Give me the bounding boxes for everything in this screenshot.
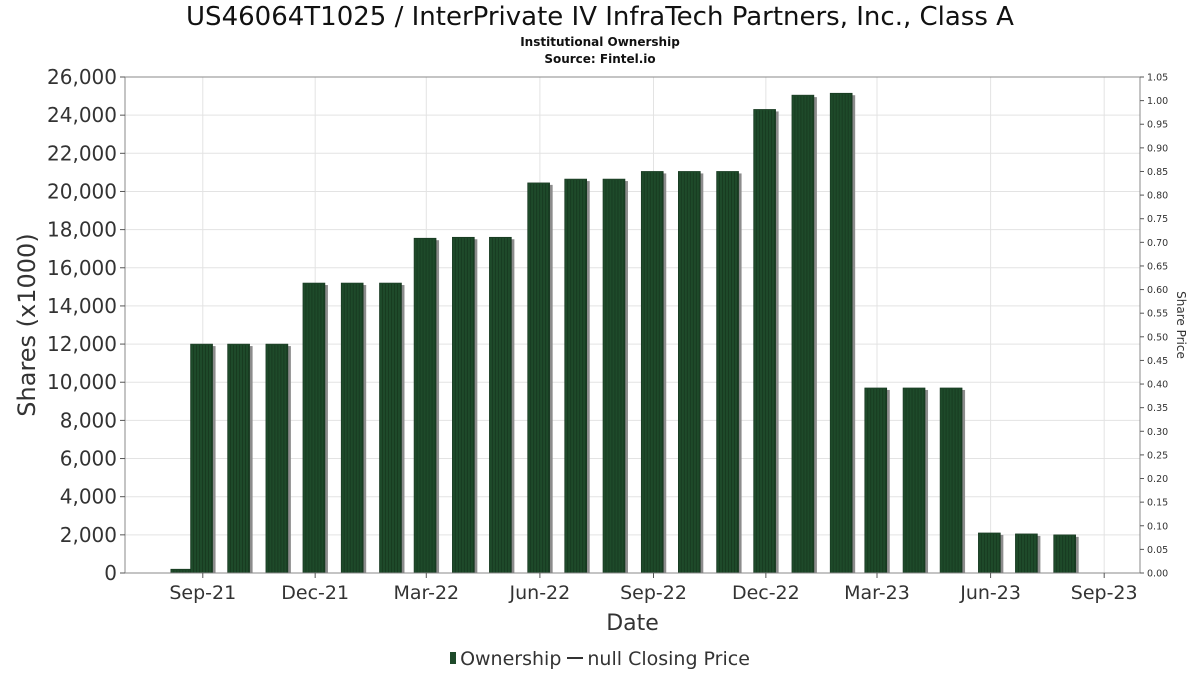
y2-tick-label: 0.25 <box>1147 450 1168 461</box>
y2-tick-label: 0.10 <box>1147 521 1168 532</box>
y2-tick-label: 0.95 <box>1147 120 1168 131</box>
y2-tick-label: 0.35 <box>1147 403 1168 414</box>
y2-tick-label: 0.85 <box>1147 167 1168 178</box>
x-tick-label: Jun-23 <box>959 582 1021 604</box>
y-axis-label: Shares (x1000) <box>13 233 41 416</box>
legend-price-label: null Closing Price <box>587 648 750 670</box>
x-tick-label: Dec-22 <box>732 582 800 604</box>
y-tick-label: 16,000 <box>47 256 117 280</box>
y2-tick-label: 1.00 <box>1147 96 1168 107</box>
y-tick-label: 4,000 <box>60 485 117 509</box>
x-tick-label: Sep-21 <box>169 582 236 604</box>
chart-legend: Ownership null Closing Price <box>0 648 1200 670</box>
price-legend-line <box>567 656 584 659</box>
legend-ownership-label: Ownership <box>460 648 562 670</box>
x-tick-label: Mar-23 <box>844 582 910 604</box>
y2-tick-label: 0.15 <box>1147 498 1168 509</box>
x-tick-label: Dec-21 <box>281 582 349 604</box>
y2-axis-label: Share Price <box>1174 291 1188 359</box>
ownership-legend-swatch <box>450 651 457 664</box>
y2-tick-label: 0.20 <box>1147 474 1168 485</box>
chart-title: US46064T1025 / InterPrivate IV InfraTech… <box>186 2 1014 32</box>
x-tick-label: Sep-22 <box>620 582 687 604</box>
x-axis-label: Date <box>606 611 659 636</box>
y2-tick-label: 1.05 <box>1147 73 1168 84</box>
y2-tick-label: 0.65 <box>1147 261 1168 272</box>
chart-source: Source: Fintel.io <box>544 52 656 66</box>
y2-tick-label: 0.60 <box>1147 285 1168 296</box>
y2-tick-label: 0.80 <box>1147 191 1168 202</box>
y2-tick-label: 0.50 <box>1147 332 1168 343</box>
y-tick-label: 24,000 <box>47 103 117 127</box>
y-tick-label: 22,000 <box>47 141 117 165</box>
y-tick-label: 12,000 <box>47 332 117 356</box>
y-tick-label: 14,000 <box>47 294 117 318</box>
x-tick-label: Mar-22 <box>393 582 459 604</box>
plot-area <box>125 77 1140 573</box>
y2-tick-label: 0.05 <box>1147 545 1168 556</box>
x-tick-label: Sep-23 <box>1071 582 1138 604</box>
y-tick-label: 8,000 <box>60 408 117 432</box>
plot-frame <box>124 76 1141 574</box>
y2-tick-label: 0.30 <box>1147 427 1168 438</box>
y2-tick-label: 0.70 <box>1147 238 1168 249</box>
chart-subtitle: Institutional Ownership <box>520 35 680 49</box>
y-tick-label: 26,000 <box>47 65 117 89</box>
y-tick-label: 6,000 <box>60 447 117 471</box>
y-tick-label: 20,000 <box>47 179 117 203</box>
y2-tick-label: 0.00 <box>1147 569 1168 580</box>
y-tick-label: 2,000 <box>60 523 117 547</box>
y2-tick-label: 0.45 <box>1147 356 1168 367</box>
y-tick-label: 10,000 <box>47 370 117 394</box>
y2-tick-label: 0.55 <box>1147 309 1168 320</box>
y2-tick-label: 0.75 <box>1147 214 1168 225</box>
x-tick-label: Jun-22 <box>509 582 571 604</box>
y-tick-label: 18,000 <box>47 218 117 242</box>
y2-tick-label: 0.40 <box>1147 380 1168 391</box>
ownership-chart: 0 2,000 4,000 6,000 8,000 10,000 12,000 14,000 1… <box>13 65 1188 636</box>
y2-tick-label: 0.90 <box>1147 143 1168 154</box>
y-tick-label: 0 <box>104 561 117 585</box>
